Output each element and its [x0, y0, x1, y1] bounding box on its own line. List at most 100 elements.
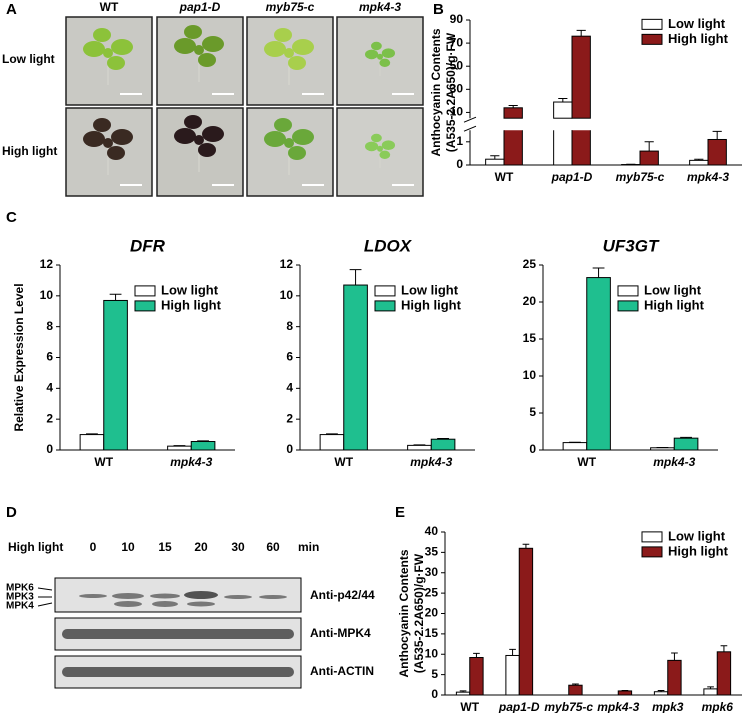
- error-bar: [473, 652, 480, 658]
- legend-label: Low light: [161, 282, 219, 297]
- error-bar: [490, 155, 500, 160]
- legend-swatch: [617, 285, 639, 297]
- bar: [586, 277, 611, 451]
- y-tick-label: 1: [456, 134, 463, 148]
- bar: [343, 284, 368, 451]
- x-tick-label: WT: [495, 170, 514, 184]
- y-tick-label: 35: [425, 545, 439, 559]
- error-bar: [437, 437, 449, 440]
- time-point: 15: [158, 540, 172, 554]
- error-bar: [644, 141, 654, 152]
- plot-area: [562, 267, 699, 451]
- time-point: 10: [121, 540, 135, 554]
- legend-swatch: [641, 546, 663, 558]
- y-tick-label: 6: [286, 350, 293, 364]
- error-bar: [671, 652, 678, 661]
- axis-break: [463, 116, 477, 132]
- y-axis-label: (A535-2.2A650)/g·FW: [444, 32, 458, 152]
- y-tick-label: 10: [40, 288, 54, 302]
- legend-label: Low light: [668, 528, 726, 543]
- y-tick-label: 20: [523, 294, 537, 308]
- y-tick-label: 0: [456, 157, 463, 171]
- y-tick-label: 10: [280, 288, 294, 302]
- y-axis-label: Relative Expression Level: [12, 283, 26, 431]
- y-tick-label: 4: [286, 381, 293, 395]
- bar: [716, 651, 732, 696]
- y-tick-label: 15: [523, 331, 537, 345]
- column-label: pap1-D: [179, 0, 221, 14]
- x-tick-label: mpk4-3: [410, 455, 452, 469]
- y-tick-label: 0: [431, 687, 438, 701]
- error-bar: [694, 158, 704, 161]
- error-bar: [576, 29, 586, 37]
- legend-swatch: [374, 285, 396, 297]
- chart-title: DFR: [130, 236, 166, 255]
- row-label: High light: [2, 144, 57, 158]
- error-bar: [109, 293, 122, 301]
- error-bar: [707, 686, 714, 689]
- bar: [518, 547, 534, 696]
- bar: [568, 684, 583, 696]
- bar: [653, 691, 669, 696]
- y-tick-label: 0: [529, 442, 536, 456]
- bar: [103, 299, 128, 451]
- x-tick-label: WT: [460, 700, 479, 713]
- bar: [79, 434, 105, 451]
- error-bar: [572, 683, 579, 686]
- y-tick-label: 10: [425, 646, 439, 660]
- y-tick-label: 20: [425, 606, 439, 620]
- marker-label: MPK6: [6, 583, 34, 594]
- bar: [667, 659, 682, 696]
- plot-area: [485, 130, 727, 166]
- plot-area: [455, 543, 732, 696]
- bar: [703, 688, 718, 696]
- error-bar: [522, 543, 530, 549]
- error-bar: [657, 690, 665, 692]
- legend-swatch: [374, 300, 396, 312]
- bar: [319, 434, 345, 451]
- y-tick-label: 2: [286, 411, 293, 425]
- plot-area: [503, 29, 591, 119]
- x-tick-label: WT: [94, 455, 113, 469]
- y-tick-label: 10: [523, 368, 537, 382]
- antibody-label: Anti-MPK4: [310, 626, 371, 640]
- error-bar: [712, 130, 722, 140]
- bar: [505, 654, 520, 696]
- bar: [430, 438, 456, 451]
- y-tick-label: 5: [529, 405, 536, 419]
- bar: [167, 445, 192, 451]
- x-tick-label: myb75-c: [616, 170, 665, 184]
- antibody-label: Anti-ACTIN: [310, 664, 374, 678]
- y-tick-label: 25: [425, 585, 439, 599]
- bar: [617, 690, 633, 696]
- y-tick-label: 90: [450, 12, 464, 26]
- column-label: myb75-c: [266, 0, 315, 14]
- y-tick-label: 0: [46, 442, 53, 456]
- x-tick-label: myb75-c: [544, 700, 593, 713]
- legend-label: High light: [401, 297, 462, 312]
- marker-label: MPK4: [6, 601, 34, 612]
- legend-label: Low light: [668, 16, 726, 31]
- legend-label: High light: [644, 297, 705, 312]
- bar: [455, 691, 471, 696]
- error-bar: [86, 433, 98, 435]
- y-tick-label: 30: [450, 81, 464, 95]
- antibody-label: Anti-p42/44: [310, 588, 375, 602]
- row-label: Low light: [2, 52, 55, 66]
- column-label: WT: [100, 0, 119, 14]
- y-tick-label: 70: [450, 35, 464, 49]
- error-bar: [509, 648, 516, 656]
- legend-swatch: [617, 300, 639, 312]
- y-tick-label: 4: [46, 381, 53, 395]
- error-bar: [592, 267, 605, 278]
- error-bar: [459, 690, 467, 693]
- y-tick-label: 0: [286, 442, 293, 456]
- panel-label: C: [6, 209, 17, 226]
- x-tick-label: mpk6: [702, 700, 734, 713]
- chart-title: LDOX: [364, 236, 413, 255]
- column-label: mpk4-3: [359, 0, 401, 14]
- legend-swatch: [641, 18, 663, 30]
- x-tick-label: mpk4-3: [597, 700, 639, 713]
- bar: [553, 101, 573, 119]
